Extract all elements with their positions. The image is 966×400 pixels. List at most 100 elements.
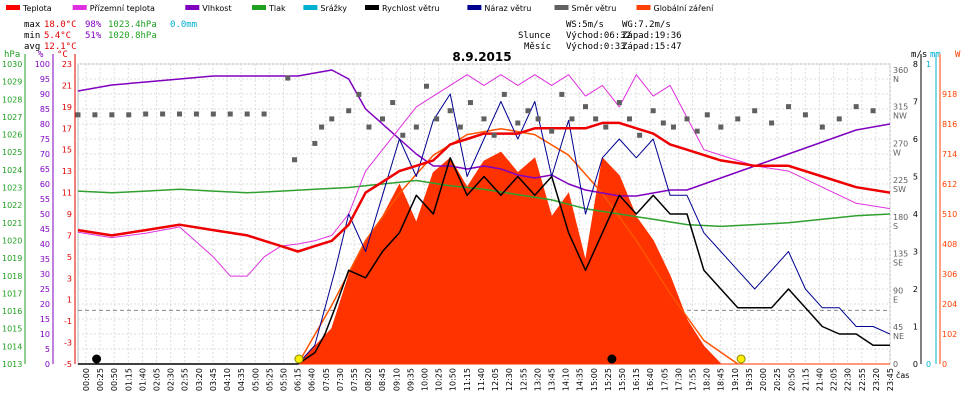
- humidity-tick: 35: [40, 255, 50, 264]
- x-tick-label: 17:55: [689, 368, 698, 391]
- radiation-tick: 510: [942, 210, 957, 219]
- unit-pct: %: [38, 50, 44, 60]
- x-tick-label: 17:30: [674, 368, 683, 391]
- moonrise: Východ:0:33: [566, 42, 626, 52]
- rain-tick: 1: [926, 60, 931, 69]
- legend-label: Náraz větru: [484, 4, 531, 13]
- chart-title: 8.9.2015: [452, 50, 511, 64]
- x-tick-label: 07:30: [336, 368, 345, 391]
- wind-dir-name: SE: [893, 259, 903, 268]
- wind-speed-tick: 3: [913, 248, 918, 257]
- wind-dir-name: S: [893, 222, 898, 231]
- min-label: min: [24, 31, 40, 41]
- temperature-tick: 1: [67, 296, 72, 305]
- wind-direction-point: [786, 104, 791, 110]
- x-tick-label: 23:20: [872, 368, 881, 391]
- wind-direction-point: [769, 120, 775, 126]
- x-tick-label: 10:00: [421, 368, 430, 391]
- legend-swatch: [467, 5, 482, 10]
- temperature-tick: 17: [62, 124, 72, 133]
- wind-speed-tick: 5: [913, 173, 918, 182]
- x-tick-label: 19:35: [745, 368, 754, 391]
- legend-swatch: [252, 5, 266, 10]
- x-tick-label: 12:55: [519, 368, 528, 391]
- wind-direction-point: [593, 116, 599, 122]
- pressure-tick: 1026: [2, 131, 22, 140]
- axes: 1030102910281027102610251024102310221021…: [2, 54, 957, 369]
- wind-dir-tick: 360: [893, 66, 908, 75]
- pressure-tick: 1028: [2, 95, 22, 104]
- unit-mm: mm: [930, 50, 941, 60]
- x-tick-label: 18:20: [703, 368, 712, 391]
- pressure-tick: 1020: [2, 236, 22, 245]
- humidity-tick: 15: [40, 315, 50, 324]
- wind-dir-name: NW: [893, 112, 907, 121]
- sunset-marker: [736, 354, 746, 364]
- pressure-tick: 1030: [2, 60, 22, 69]
- pressure-tick: 1019: [2, 254, 22, 263]
- wind-direction-point: [670, 124, 676, 130]
- x-tick-label: 22:05: [830, 368, 839, 391]
- x-tick-label: 02:30: [167, 368, 176, 391]
- humidity-tick: 80: [40, 120, 50, 129]
- x-tick-label: 11:40: [477, 368, 486, 391]
- max-label: max: [24, 20, 41, 30]
- radiation-tick: 612: [942, 180, 957, 189]
- wind-direction-point: [660, 120, 666, 126]
- avg-temp: 12.1°C: [44, 42, 77, 52]
- series-line-vlhkost: [77, 69, 891, 197]
- wind-direction-point: [143, 111, 149, 117]
- wind-direction-point: [704, 112, 710, 118]
- wind-dir-name: NE: [893, 332, 904, 341]
- legend-label: Přízemní teplota: [90, 4, 155, 13]
- wind-direction-point: [802, 112, 808, 118]
- pressure-tick: 1018: [2, 272, 22, 281]
- wind-direction-point: [603, 124, 609, 130]
- x-tick-label: 13:20: [533, 368, 542, 391]
- humidity-tick: 50: [40, 210, 50, 219]
- wind-direction-point: [694, 128, 700, 134]
- x-tick-label: 23:45: [886, 368, 895, 391]
- wind-direction-point: [535, 116, 541, 122]
- wind-direction-point: [559, 91, 565, 97]
- x-tick-label: 15:25: [604, 368, 613, 391]
- wind-direction-point: [718, 124, 724, 130]
- pressure-tick: 1029: [2, 78, 22, 87]
- wind-direction-point: [160, 111, 166, 117]
- x-tick-label: 20:00: [759, 368, 768, 391]
- pressure-tick: 1027: [2, 113, 22, 122]
- radiation-tick: 408: [942, 240, 957, 249]
- x-tick-label: 17:05: [660, 368, 669, 391]
- humidity-tick: 60: [40, 180, 50, 189]
- wind-direction-point: [434, 116, 440, 122]
- legend-label: Směr větru: [572, 4, 617, 13]
- legend-label: Globální záření: [654, 4, 715, 13]
- humidity-tick: 30: [40, 270, 50, 279]
- pressure-tick: 1013: [2, 360, 22, 369]
- wind-direction-point: [329, 116, 335, 122]
- wind-direction-point: [400, 132, 406, 138]
- unit-w: W: [955, 50, 961, 60]
- wind-direction-point: [501, 91, 507, 97]
- pressure-tick: 1021: [2, 219, 22, 228]
- temperature-tick: -1: [64, 317, 72, 326]
- x-tick-label: 22:30: [844, 368, 853, 391]
- humidity-tick: 20: [40, 300, 50, 309]
- pressure-tick: 1017: [2, 289, 22, 298]
- wind-direction-point: [285, 75, 291, 81]
- radiation-tick: 0: [942, 360, 947, 369]
- x-tick-label: 03:20: [195, 368, 204, 391]
- wind-direction-point: [261, 111, 267, 117]
- legend-swatch: [365, 5, 379, 10]
- wind-direction-point: [109, 112, 115, 118]
- humidity-tick: 25: [40, 285, 50, 294]
- wind-speed-tick: 1: [913, 323, 918, 332]
- temperature-tick: 21: [62, 81, 72, 90]
- wind-dir-name: SW: [893, 185, 906, 194]
- legend: Teplota Přízemní teplota Vlhkost Tlak Srážky…: [6, 4, 714, 13]
- x-tick-label: 10:50: [449, 368, 458, 391]
- moonset: Západ:15:47: [622, 42, 682, 52]
- wind-direction-point: [549, 128, 555, 134]
- wind-direction-point: [390, 100, 396, 106]
- avg-label: avg: [24, 42, 40, 52]
